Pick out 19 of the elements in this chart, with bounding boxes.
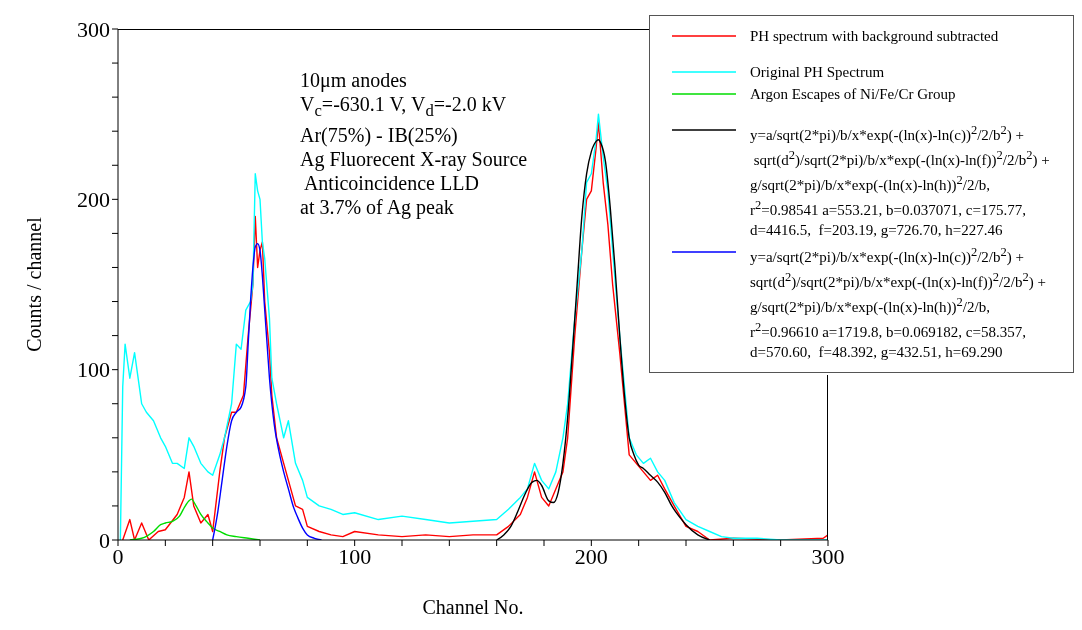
y-tick-label: 0 bbox=[99, 527, 110, 553]
legend-label: Argon Escapes of Ni/Fe/Cr Group bbox=[750, 85, 956, 104]
x-tick-label: 300 bbox=[811, 543, 845, 569]
annotation: Ag Fluorecent X-ray Source bbox=[300, 147, 528, 171]
legend-label: PH spectrum with background subtracted bbox=[750, 27, 999, 46]
text: y=a/sqrt(2*pi)/b/x*exp(-(ln(x)-ln(c))$^{2}$/2/b$^{2}$) + sqrt(d$^{2}$)/sqrt(2*pi)/b/x*exp(-(ln(x)-ln(f))$^{2}$/2/b$^{2}$) + g/sqrt(2*pi)/b/x*exp(-(ln(x)-ln(h))$^{2}$/2/b, r$^{2}$=0.96610 a=1719.8, b=0.069182, c=58.357, d=570.60, f=48.392, g=432.51, h=69.290 bbox=[750, 245, 1046, 360]
annotation: V$_{c}$=-630.1 V, V$_{d}$=-2.0 kV bbox=[300, 92, 508, 122]
y-axis-title: Counts / channel bbox=[23, 216, 46, 352]
y-tick-label: 200 bbox=[77, 187, 110, 213]
x-tick-label: 200 bbox=[574, 543, 608, 569]
x-axis-title: Channel No. bbox=[422, 596, 524, 618]
annotation: 10μm anodes bbox=[300, 68, 408, 92]
annotation: Anticoincidence LLD bbox=[302, 171, 480, 195]
y-tick-label: 100 bbox=[77, 357, 110, 383]
legend-label: Original PH Spectrum bbox=[750, 63, 885, 82]
annotation: Ar(75%) - IB(25%) bbox=[300, 123, 459, 147]
x-tick-label: 100 bbox=[338, 543, 372, 569]
annotation: at 3.7% of Ag peak bbox=[300, 195, 455, 219]
y-tick-label: 300 bbox=[77, 16, 110, 42]
